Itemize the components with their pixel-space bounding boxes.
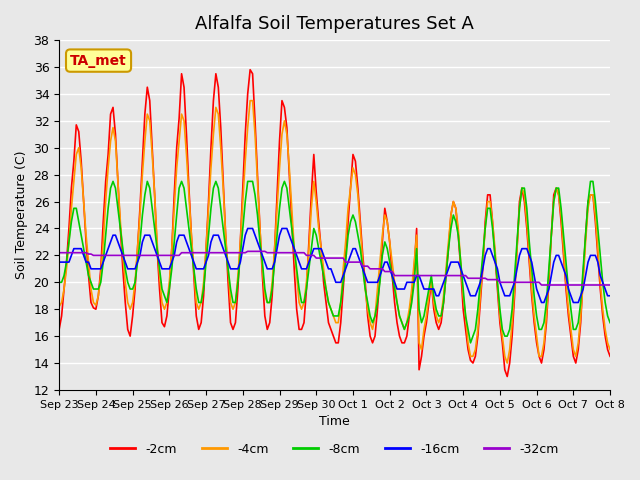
- -16cm: [362, 273, 369, 278]
- Legend: -2cm, -4cm, -8cm, -16cm, -32cm: -2cm, -4cm, -8cm, -16cm, -32cm: [106, 438, 564, 461]
- -8cm: [467, 340, 474, 346]
- -4cm: [599, 306, 607, 312]
- -4cm: [504, 360, 511, 366]
- -16cm: [538, 300, 545, 305]
- -8cm: [599, 279, 607, 285]
- -4cm: [606, 347, 614, 352]
- -8cm: [403, 320, 411, 325]
- -32cm: [362, 263, 369, 269]
- X-axis label: Time: Time: [319, 415, 350, 428]
- -4cm: [428, 279, 435, 285]
- -16cm: [244, 226, 252, 231]
- -32cm: [77, 250, 85, 255]
- -32cm: [403, 273, 411, 278]
- -2cm: [606, 353, 614, 359]
- -32cm: [244, 249, 252, 254]
- -8cm: [55, 279, 63, 285]
- -16cm: [77, 246, 85, 252]
- -4cm: [246, 98, 254, 104]
- Line: -8cm: -8cm: [59, 181, 610, 343]
- Line: -16cm: -16cm: [59, 228, 610, 302]
- Line: -2cm: -2cm: [59, 70, 610, 376]
- -32cm: [606, 282, 614, 288]
- -4cm: [77, 165, 85, 171]
- -32cm: [462, 273, 470, 278]
- -16cm: [599, 279, 607, 285]
- -32cm: [599, 282, 607, 288]
- -16cm: [462, 279, 470, 285]
- -32cm: [55, 250, 63, 255]
- -2cm: [599, 313, 607, 319]
- -32cm: [538, 282, 545, 288]
- Line: -32cm: -32cm: [59, 252, 610, 285]
- -2cm: [403, 333, 411, 339]
- -32cm: [428, 273, 435, 278]
- -16cm: [606, 293, 614, 299]
- -16cm: [55, 259, 63, 265]
- Y-axis label: Soil Temperature (C): Soil Temperature (C): [15, 151, 28, 279]
- -8cm: [362, 286, 369, 292]
- -8cm: [606, 320, 614, 325]
- -2cm: [428, 279, 435, 285]
- -2cm: [462, 326, 470, 332]
- -2cm: [246, 67, 254, 72]
- Line: -4cm: -4cm: [59, 101, 610, 363]
- -16cm: [428, 286, 435, 292]
- -2cm: [362, 279, 369, 285]
- -8cm: [462, 313, 470, 319]
- -8cm: [109, 179, 117, 184]
- -4cm: [362, 286, 369, 292]
- -8cm: [428, 273, 435, 278]
- -4cm: [55, 304, 63, 310]
- -4cm: [403, 320, 411, 325]
- Title: Alfalfa Soil Temperatures Set A: Alfalfa Soil Temperatures Set A: [195, 15, 474, 33]
- -2cm: [77, 158, 85, 164]
- -4cm: [462, 313, 470, 319]
- -16cm: [403, 279, 411, 285]
- Text: TA_met: TA_met: [70, 54, 127, 68]
- -2cm: [504, 373, 511, 379]
- -8cm: [77, 232, 85, 238]
- -2cm: [55, 326, 63, 332]
